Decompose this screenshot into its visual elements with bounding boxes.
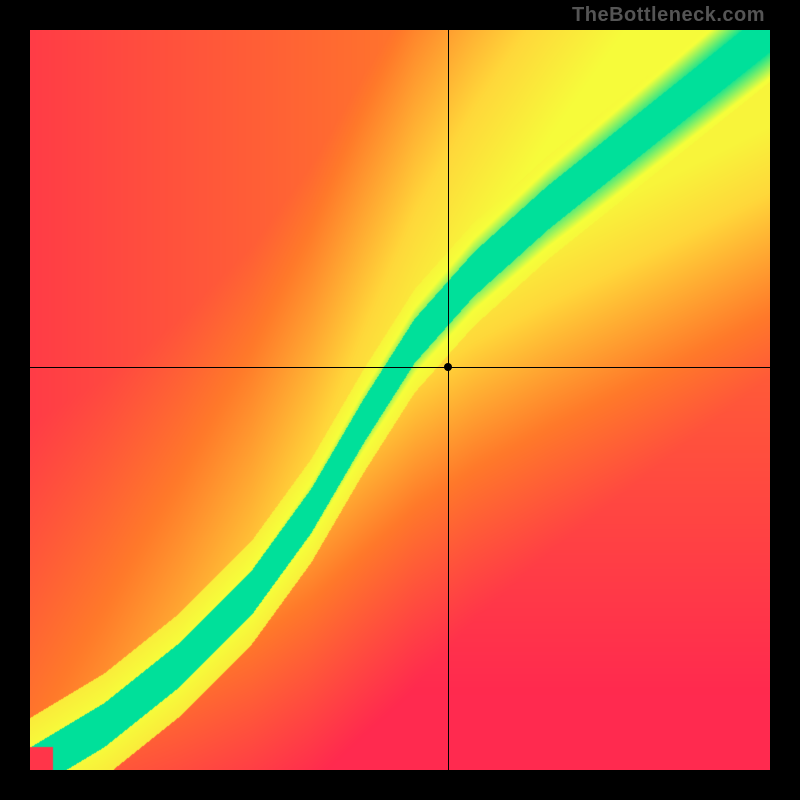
heatmap-chart	[30, 30, 770, 770]
heatmap-canvas	[30, 30, 770, 770]
crosshair-vertical	[448, 30, 449, 770]
crosshair-horizontal	[30, 367, 770, 368]
marker-dot	[444, 363, 452, 371]
watermark-text: TheBottleneck.com	[572, 4, 765, 27]
